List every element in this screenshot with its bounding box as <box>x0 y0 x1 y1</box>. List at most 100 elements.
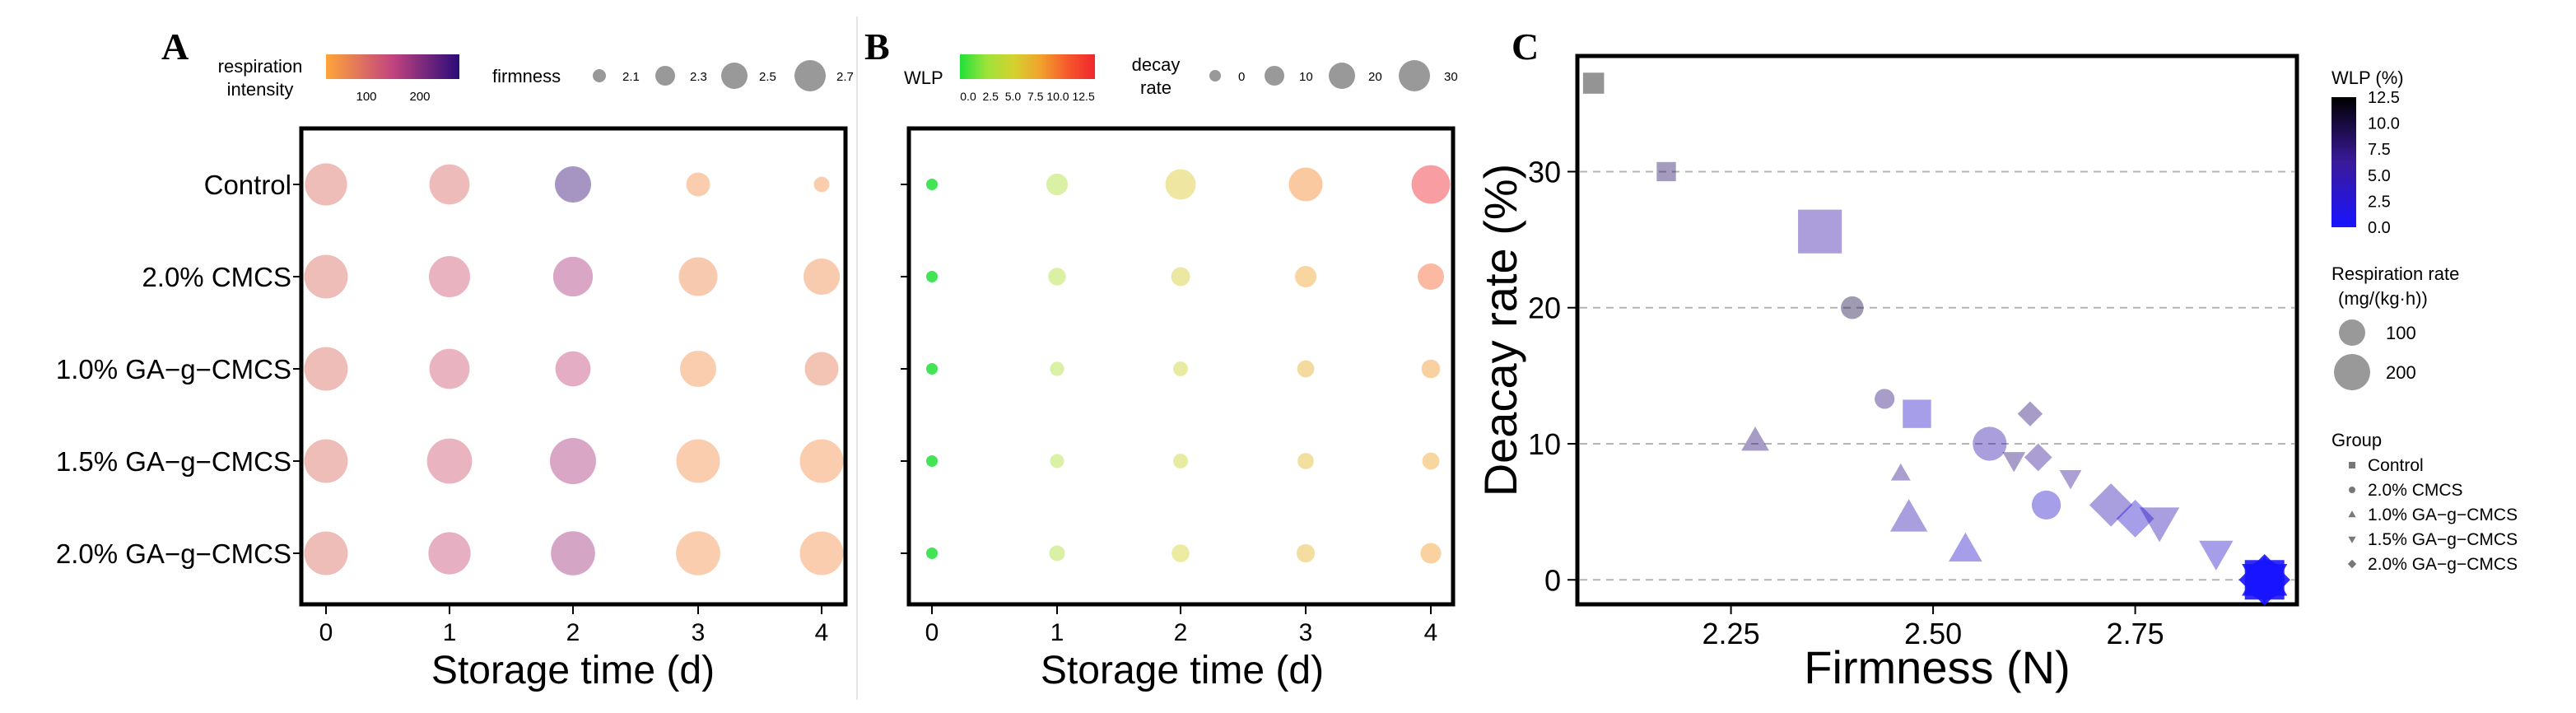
a-point <box>304 347 348 391</box>
a-point <box>429 164 470 205</box>
b-point <box>926 271 938 282</box>
a-row-label: 2.0% CMCS <box>142 262 291 292</box>
a-point <box>305 163 347 206</box>
b-point <box>1171 267 1190 287</box>
c-point <box>1890 463 1911 481</box>
b-point <box>1050 361 1064 376</box>
b-point <box>1297 360 1315 378</box>
panel-a-ylabels: Control 2.0% CMCS 1.0% GA−g−CMCS 1.5% GA−g−… <box>56 170 291 569</box>
c-wlp-tick-label: 5.0 <box>2368 167 2391 185</box>
c-group-key <box>2347 559 2357 569</box>
c-point <box>2031 490 2061 520</box>
c-point <box>1875 389 1895 409</box>
c-point <box>2002 452 2026 473</box>
b-point <box>1048 268 1066 286</box>
b-color-bar <box>960 54 1095 79</box>
panel-a-size-legend: firmness 2.1 2.3 2.5 2.7 <box>492 60 854 91</box>
b-size-tick-3: 20 <box>1368 70 1382 84</box>
a-point <box>799 531 844 576</box>
b-point <box>1422 452 1440 470</box>
c-group-key <box>2348 536 2356 543</box>
panel-c-group-legend: Group Control 2.0% CMCS 1.0% GA−g−CMCS 1.5%… <box>2331 430 2518 574</box>
a-size-key-3 <box>721 63 748 89</box>
panel-a-ticks <box>293 184 822 614</box>
a-point <box>686 172 710 197</box>
panel-b-points <box>926 165 1451 564</box>
a-color-title-1: respiration <box>218 56 303 77</box>
c-wlp-tick-label: 2.5 <box>2368 193 2391 211</box>
c-point <box>1903 399 1931 428</box>
c-point <box>2238 554 2290 606</box>
b-point <box>1411 165 1451 204</box>
panel-c-grid <box>1580 170 2294 581</box>
c-point <box>1798 209 1842 254</box>
a-point <box>799 439 844 483</box>
a-size-tick-2: 2.3 <box>690 70 707 84</box>
a-size-key-4 <box>794 60 826 91</box>
a-color-bar <box>326 54 459 79</box>
c-resp-key-1 <box>2339 319 2365 346</box>
c-wlp-bar <box>2331 97 2356 227</box>
b-color-ticks: 0.0 2.5 5.0 7.5 10.0 12.5 <box>960 90 1095 103</box>
a-point <box>304 439 348 483</box>
panel-b-xlabel: Storage time (d) <box>1041 649 1324 692</box>
a-point <box>429 348 470 389</box>
panel-b-frame <box>906 126 1456 607</box>
a-point <box>429 256 470 297</box>
c-group-entries: Control 2.0% CMCS 1.0% GA−g−CMCS 1.5% GA−g−… <box>2347 456 2518 574</box>
b-size-key-4 <box>1399 60 1430 91</box>
c-wlp-tick-label: 10.0 <box>2368 115 2400 133</box>
c-point <box>2017 401 2043 426</box>
panel-a-xlabel: Storage time (d) <box>431 649 715 692</box>
c-group-label: Control <box>2368 456 2424 475</box>
c-resp-2: 200 <box>2386 362 2416 383</box>
a-point <box>555 166 591 203</box>
panel-a-frame <box>299 126 848 607</box>
a-point <box>555 351 591 387</box>
x-tick-label: 2 <box>566 619 580 646</box>
c-x-tick-label: 2.25 <box>1703 617 1760 650</box>
c-point <box>2024 443 2052 472</box>
c-point <box>2199 540 2234 571</box>
a-point <box>676 439 720 483</box>
c-point <box>2139 507 2180 543</box>
a-row-label: 2.0% GA−g−CMCS <box>56 538 291 569</box>
b-size-title-1: decay <box>1132 54 1181 75</box>
c-point <box>1741 426 1769 451</box>
b-point <box>1165 169 1196 200</box>
c-group-label: 2.0% GA−g−CMCS <box>2368 555 2518 574</box>
a-size-key-1 <box>593 69 606 82</box>
b-point <box>1172 544 1190 562</box>
c-wlp-ticks: 12.5 10.0 7.5 5.0 2.5 0.0 <box>2356 89 2400 237</box>
c-group-key <box>2349 487 2355 493</box>
a-size-title: firmness <box>492 66 561 86</box>
panel-b-size-legend: decay rate 0 10 20 30 <box>1132 54 1458 98</box>
b-point <box>1297 453 1314 469</box>
c-point <box>1582 72 1605 94</box>
b-point <box>1296 543 1316 563</box>
x-tick-label: 4 <box>815 619 829 646</box>
panel-c-frame <box>1575 54 2299 607</box>
x-tick-label: 3 <box>1299 619 1313 646</box>
a-point <box>813 176 830 193</box>
a-point <box>428 532 471 575</box>
a-row-label: 1.5% GA−g−CMCS <box>56 446 291 477</box>
b-point <box>1049 545 1065 562</box>
panel-label-a: A <box>161 26 189 68</box>
a-point <box>550 438 596 484</box>
b-point <box>1046 173 1069 196</box>
c-group-label: 1.5% GA−g−CMCS <box>2368 530 2518 549</box>
c-wlp-title: WLP (%) <box>2331 68 2404 88</box>
a-point <box>676 531 720 576</box>
c-resp-1: 100 <box>2386 323 2416 343</box>
b-point <box>1418 263 1444 290</box>
x-tick-label: 1 <box>1050 619 1064 646</box>
c-point <box>2059 469 2082 490</box>
c-y-tick-label: 20 <box>1528 291 1561 325</box>
b-size-title-2: rate <box>1140 77 1172 98</box>
b-point <box>1420 543 1442 564</box>
b-size-tick-4: 30 <box>1444 70 1458 84</box>
a-point <box>678 257 718 296</box>
c-point <box>2089 483 2133 527</box>
b-size-key-2 <box>1265 66 1284 86</box>
